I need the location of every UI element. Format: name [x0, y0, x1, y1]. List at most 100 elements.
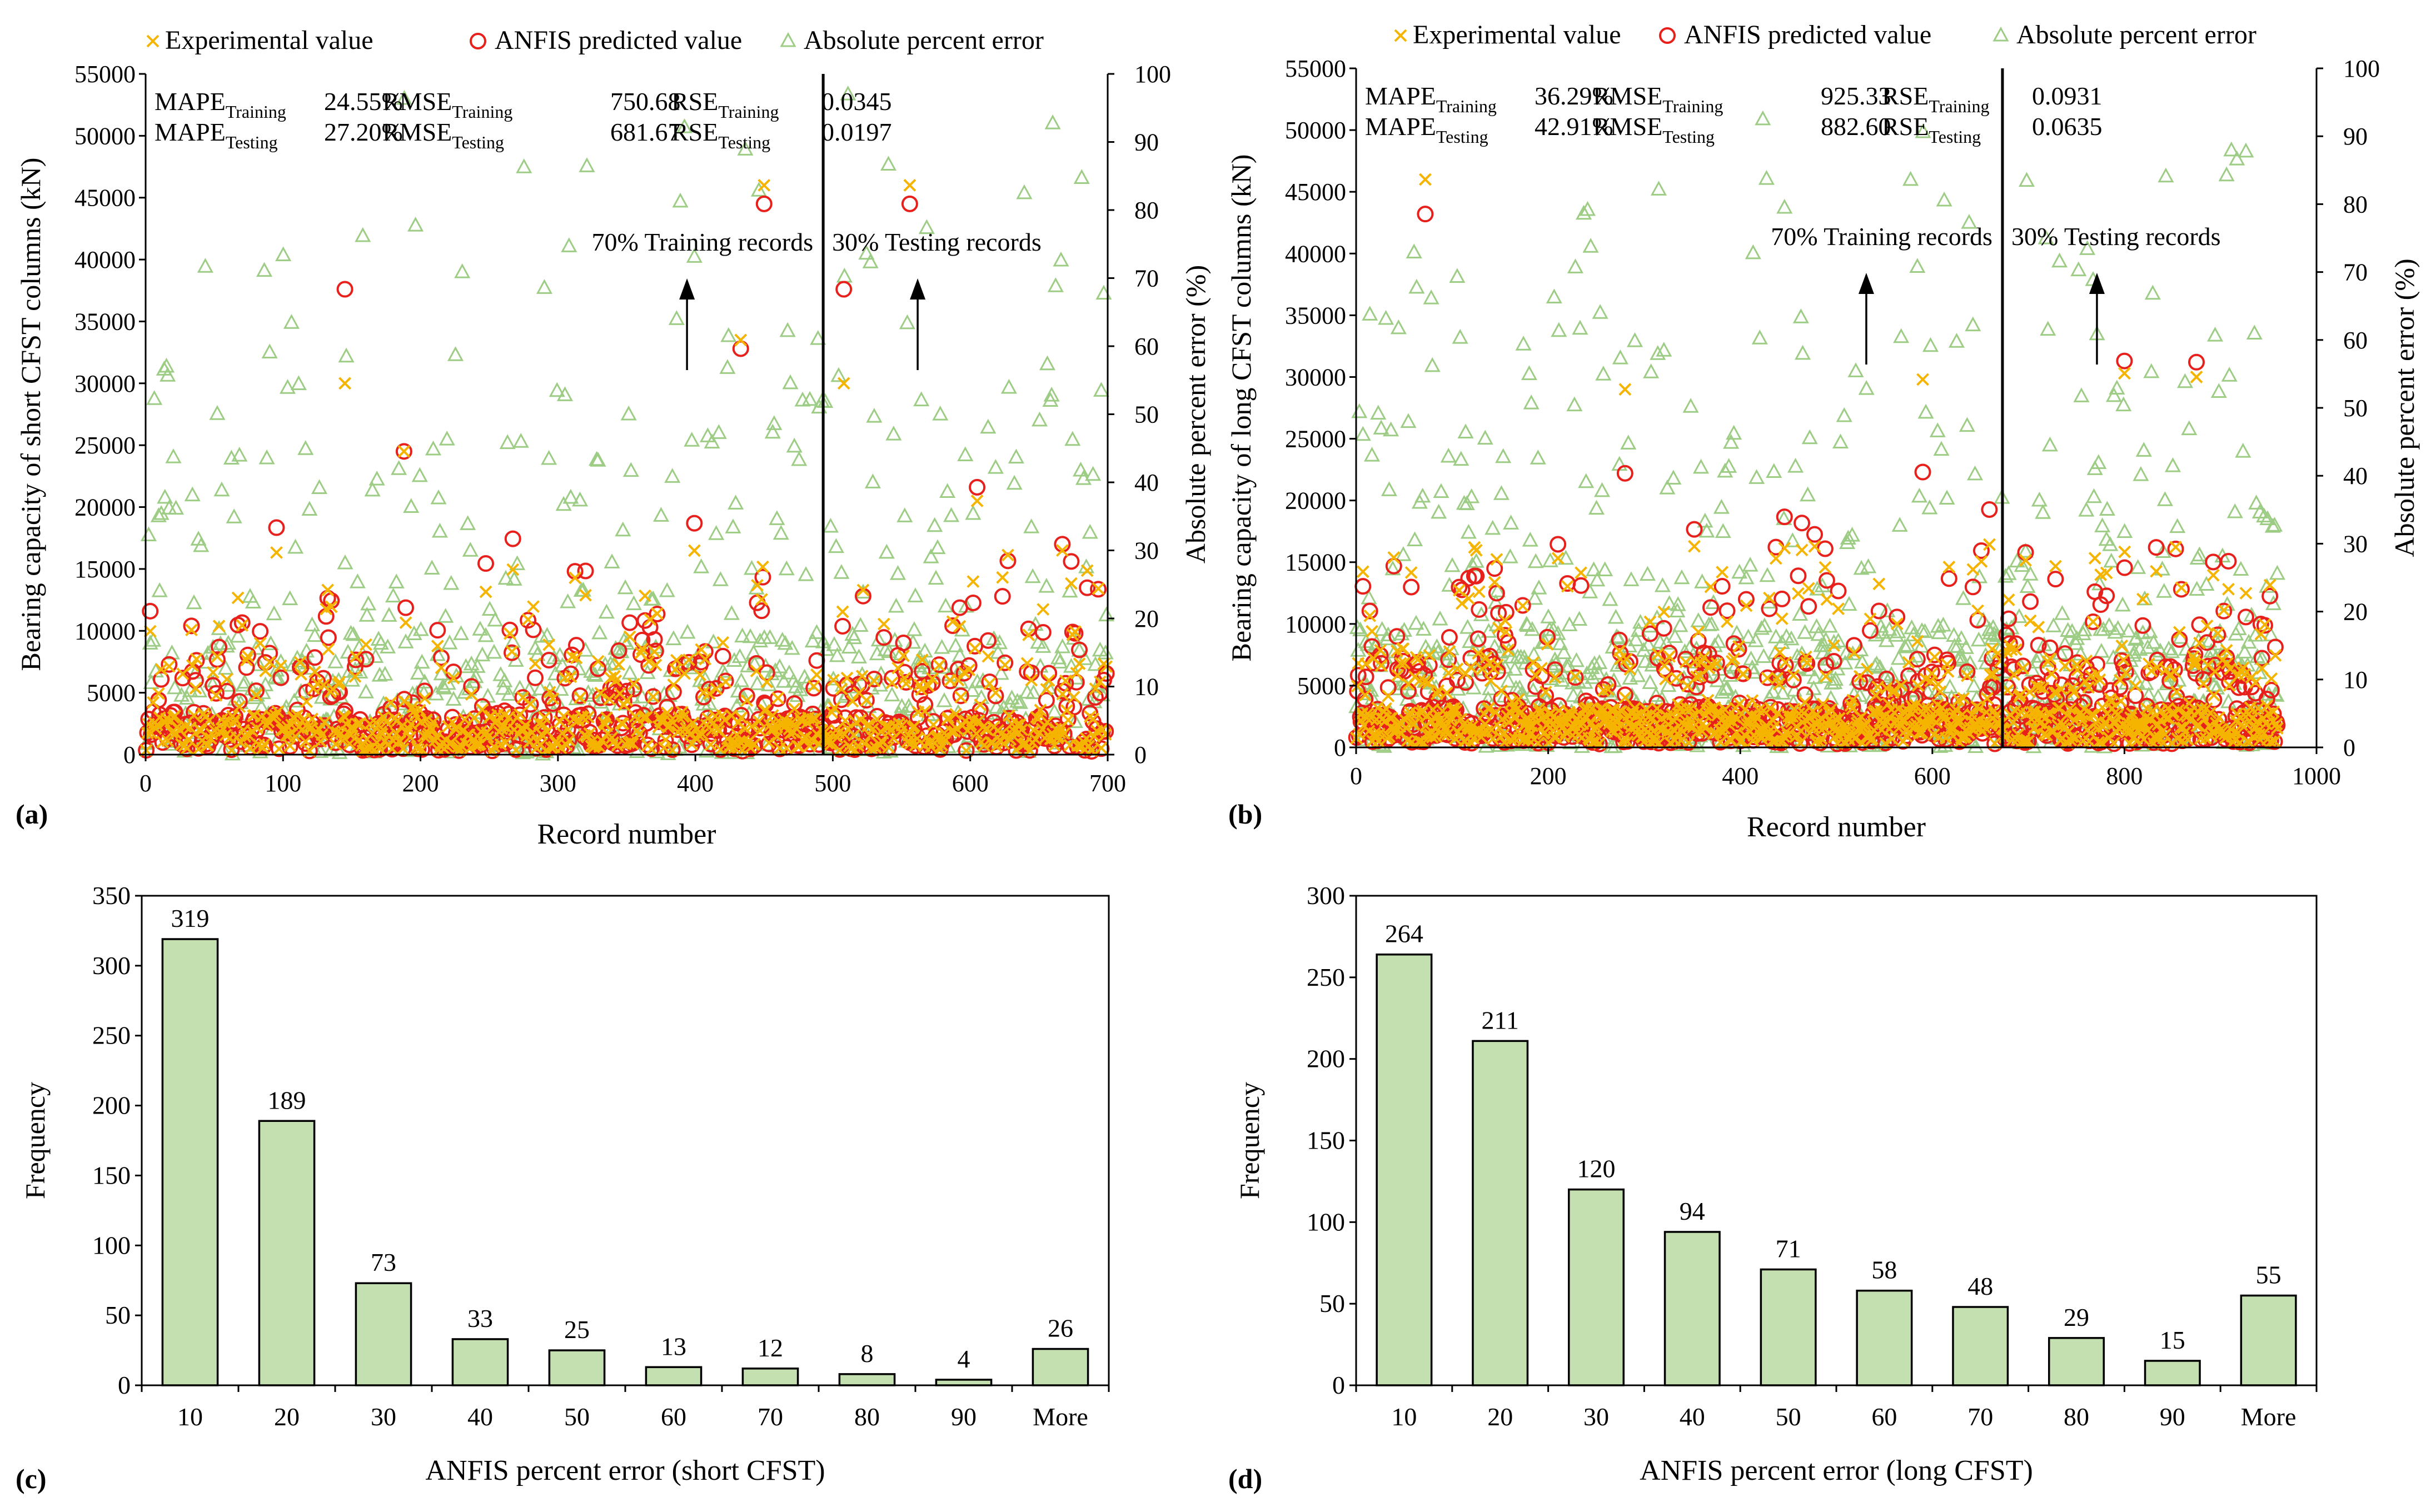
error-point [1692, 458, 1710, 474]
predicted-point [1735, 665, 1752, 682]
experimental-point [719, 675, 733, 688]
predicted-point [875, 629, 893, 646]
experimental-point [970, 494, 984, 507]
error-point [870, 631, 887, 647]
error-point [2135, 442, 2152, 457]
experimental-point [2144, 713, 2158, 726]
experimental-point [1374, 659, 1388, 672]
error-point [1847, 362, 1864, 377]
experimental-point [1500, 625, 1513, 638]
error-point [1860, 558, 1877, 573]
error-point [1747, 632, 1764, 647]
error-point [1902, 171, 1919, 186]
predicted-point [686, 515, 703, 532]
error-point [2229, 150, 2245, 166]
experimental-point [243, 742, 257, 755]
error-point [499, 434, 516, 450]
predicted-point [865, 670, 883, 687]
experimental-point [360, 638, 372, 651]
predicted-point [1794, 515, 1811, 532]
error-point [965, 505, 982, 520]
experimental-point [600, 711, 613, 724]
y-tick-label: 15000 [74, 556, 136, 583]
predicted-point [1451, 578, 1468, 596]
error-point [969, 673, 985, 688]
error-point [2054, 605, 2070, 620]
error-point [1959, 417, 1975, 432]
experimental-point [1479, 651, 1493, 664]
error-point [1766, 463, 1782, 478]
experimental-point [1062, 713, 1075, 727]
experimental-point [1942, 561, 1956, 573]
error-point [2138, 675, 2154, 690]
error-point [1085, 466, 1102, 481]
error-point [551, 647, 568, 662]
experimental-point [1658, 659, 1671, 672]
stat-metric: RMSE [382, 87, 452, 116]
error-point [178, 690, 196, 705]
experimental-point [1359, 657, 1373, 671]
experimental-point [1502, 643, 1515, 657]
error-point [1503, 515, 1520, 530]
experimental-point [415, 743, 429, 756]
error-point [2238, 142, 2254, 158]
experimental-point [926, 718, 940, 731]
error-point [287, 538, 304, 554]
error-point [1659, 479, 1676, 495]
stat-metric: RSE [671, 87, 718, 116]
error-point [1487, 593, 1504, 609]
error-point [1836, 407, 1852, 422]
error-point [918, 219, 935, 234]
experimental-point [1956, 708, 1969, 721]
experimental-point [1589, 735, 1602, 748]
error-point [275, 246, 292, 262]
experimental-point [220, 672, 233, 686]
error-point [2102, 536, 2119, 551]
experimental-point [1615, 705, 1628, 718]
error-point [1650, 345, 1666, 360]
error-point [585, 666, 602, 681]
error-point [884, 686, 900, 702]
error-point [852, 617, 869, 632]
predicted-point [1559, 575, 1576, 592]
error-point [1650, 181, 1667, 196]
error-point [145, 632, 162, 647]
error-point [1744, 659, 1761, 675]
error-point [2064, 623, 2080, 638]
experimental-point [579, 588, 592, 602]
error-point [283, 314, 300, 329]
error-point [1784, 532, 1801, 547]
y-tick-label: 40000 [74, 246, 136, 273]
y2-tick-label: 0 [1134, 741, 1147, 769]
error-point [1612, 350, 1628, 365]
experimental-point [2100, 566, 2113, 580]
experimental-point [1472, 585, 1486, 598]
error-point [414, 653, 430, 669]
error-point [604, 553, 620, 568]
error-point [1921, 499, 1938, 515]
experimental-point [499, 736, 512, 749]
experimental-point [1455, 597, 1468, 610]
predicted-point [153, 671, 170, 688]
error-point [1552, 635, 1568, 650]
predicted-point [1379, 679, 1397, 696]
error-point [2035, 504, 2051, 519]
x-tick-label: 500 [814, 770, 851, 797]
experimental-point [1451, 662, 1464, 676]
experimental-point [1732, 640, 1745, 653]
experimental-point [1418, 675, 1431, 688]
error-point [980, 418, 997, 434]
error-point [584, 687, 601, 702]
experimental-point [1099, 728, 1112, 741]
y-tick-label: 55000 [74, 61, 136, 88]
error-point [371, 667, 388, 682]
error-point [993, 665, 1009, 680]
error-point [1742, 556, 1759, 572]
error-point [506, 571, 522, 586]
error-point [704, 433, 720, 449]
experimental-point [1361, 711, 1373, 725]
experimental-point [1070, 666, 1083, 680]
experimental-point [1957, 692, 1970, 705]
experimental-point [1746, 694, 1759, 707]
experimental-point [1690, 670, 1703, 683]
